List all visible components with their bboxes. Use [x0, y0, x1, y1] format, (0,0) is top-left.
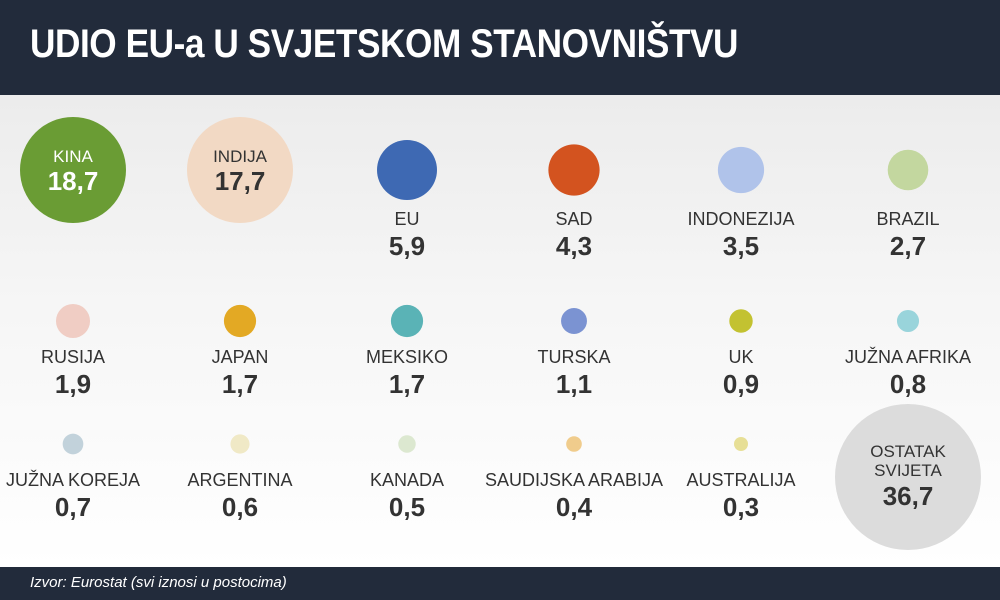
- label-kanada: KANADA: [370, 470, 444, 490]
- value-indija: 17,7: [215, 166, 266, 196]
- bubble-rusija: [55, 303, 91, 339]
- bubble-brazil: [887, 149, 929, 191]
- value-rusija: 1,9: [55, 369, 91, 399]
- label-juzna-koreja: JUŽNA KOREJA: [6, 470, 140, 490]
- label-eu: EU: [394, 209, 419, 229]
- chart-background: [0, 95, 1000, 567]
- label-ostatak-svijeta-line2: SVIJETA: [874, 461, 942, 480]
- bubble-indonezija: [717, 146, 765, 194]
- value-ostatak-svijeta: 36,7: [883, 481, 934, 511]
- bubble-juzna-koreja: [62, 433, 84, 455]
- bubble-japan: [223, 304, 257, 338]
- label-uk: UK: [728, 347, 753, 367]
- value-argentina: 0,6: [222, 492, 258, 522]
- value-juzna-afrika: 0,8: [890, 369, 926, 399]
- label-juzna-afrika: JUŽNA AFRIKA: [845, 347, 971, 367]
- bubble-indija: [187, 117, 293, 223]
- value-indonezija: 3,5: [723, 231, 759, 261]
- bubble-eu: [377, 140, 437, 200]
- value-saudijska-arabija: 0,4: [556, 492, 593, 522]
- label-sad: SAD: [555, 209, 592, 229]
- bubble-kina: [20, 117, 126, 223]
- footer-bar: Izvor: Eurostat (svi iznosi u postocima): [0, 567, 1000, 600]
- value-eu: 5,9: [389, 231, 425, 261]
- value-uk: 0,9: [723, 369, 759, 399]
- source-note: Izvor: Eurostat (svi iznosi u postocima): [30, 574, 287, 591]
- header-bar: UDIO EU-a U SVJETSKOM STANOVNIŠTVU: [0, 0, 1000, 95]
- value-sad: 4,3: [556, 231, 592, 261]
- value-japan: 1,7: [222, 369, 258, 399]
- bubble-argentina: [230, 434, 250, 454]
- bubble-uk: [729, 309, 753, 333]
- label-japan: JAPAN: [212, 347, 269, 367]
- label-australija: AUSTRALIJA: [686, 470, 795, 490]
- value-turska: 1,1: [556, 369, 592, 399]
- bubble-juzna-afrika: [896, 309, 920, 333]
- label-kina: KINA: [53, 147, 93, 166]
- bubble-kanada: [398, 435, 416, 453]
- bubble-saudijska-arabija: [566, 436, 582, 452]
- label-meksiko: MEKSIKO: [366, 347, 448, 367]
- label-argentina: ARGENTINA: [187, 470, 292, 490]
- bubble-turska: [561, 308, 587, 334]
- bubble-sad: [548, 144, 600, 196]
- bubble-ostatak-svijeta: [835, 404, 981, 550]
- label-brazil: BRAZIL: [876, 209, 939, 229]
- label-ostatak-svijeta-line1: OSTATAK: [870, 442, 946, 461]
- value-kina: 18,7: [48, 166, 99, 196]
- label-indija: INDIJA: [213, 147, 268, 166]
- value-kanada: 0,5: [389, 492, 425, 522]
- chart-title: UDIO EU-a U SVJETSKOM STANOVNIŠTVU: [30, 22, 739, 66]
- label-rusija: RUSIJA: [41, 347, 105, 367]
- bubble-meksiko: [390, 304, 424, 338]
- value-meksiko: 1,7: [389, 369, 425, 399]
- label-saudijska-arabija: SAUDIJSKA ARABIJA: [485, 470, 663, 490]
- label-indonezija: INDONEZIJA: [687, 209, 794, 229]
- value-australija: 0,3: [723, 492, 759, 522]
- value-juzna-koreja: 0,7: [55, 492, 91, 522]
- bubble-australija: [734, 437, 748, 451]
- label-turska: TURSKA: [537, 347, 610, 367]
- value-brazil: 2,7: [890, 231, 926, 261]
